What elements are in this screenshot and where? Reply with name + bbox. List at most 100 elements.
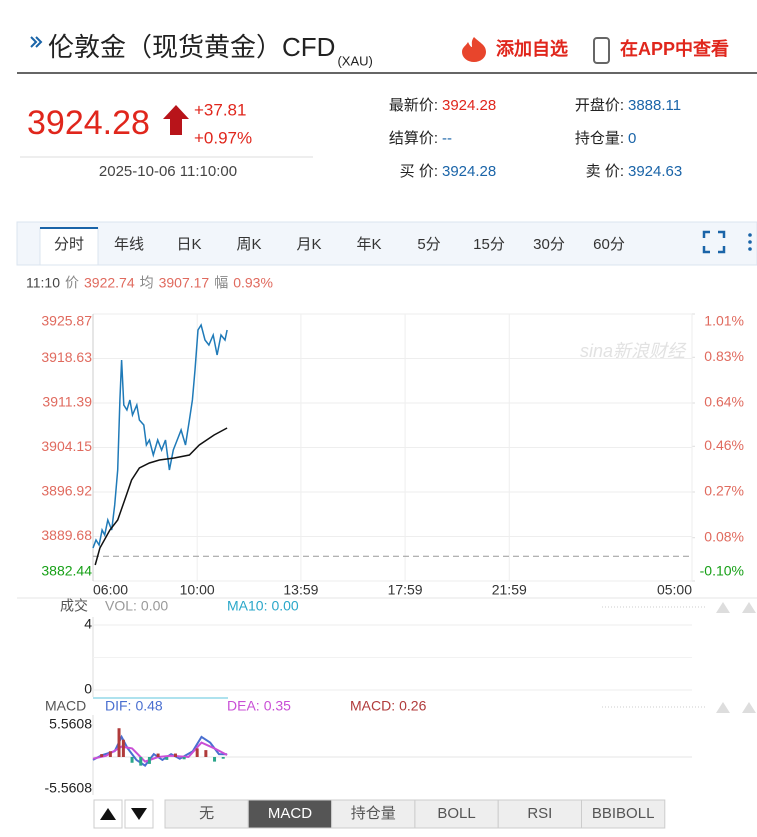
price-change: +37.81 bbox=[194, 100, 246, 119]
y-tick-label: 3904.15 bbox=[41, 438, 92, 454]
y2-tick-label: 0.08% bbox=[704, 528, 744, 544]
info-text: 3907.17 bbox=[159, 275, 210, 291]
macd-bar bbox=[173, 753, 177, 757]
add-watchlist[interactable]: 添加自选 bbox=[496, 38, 568, 59]
up-glyph bbox=[100, 808, 116, 820]
title-icon bbox=[30, 36, 43, 48]
field-label: 最新价: bbox=[389, 97, 438, 114]
x-tick-label: 05:00 bbox=[657, 582, 692, 598]
field-value: 3888.11 bbox=[628, 97, 681, 114]
indicator-tab[interactable] bbox=[581, 799, 666, 829]
tab[interactable]: 60分 bbox=[593, 236, 625, 253]
y2-tick-label: 1.01% bbox=[704, 313, 744, 329]
legend-value: 0.48 bbox=[135, 698, 162, 714]
up-arrow bbox=[163, 105, 189, 135]
tab[interactable]: 年线 bbox=[114, 236, 144, 253]
instrument-code: (XAU) bbox=[337, 53, 372, 68]
tab-selected bbox=[39, 227, 99, 266]
indicator-tab-label[interactable]: 无 bbox=[199, 805, 214, 822]
x-tick-label: 21:59 bbox=[492, 582, 527, 598]
field-value: 0 bbox=[628, 130, 636, 147]
macd-bar bbox=[156, 753, 160, 757]
field-value: -- bbox=[442, 130, 452, 147]
legend-name: DEA: bbox=[227, 698, 260, 714]
tab[interactable]: 周K bbox=[236, 236, 261, 253]
tab-bar bbox=[16, 221, 757, 266]
y2-tick-label: 0.27% bbox=[704, 483, 744, 499]
price-line bbox=[94, 427, 228, 566]
y-tick-label: 4 bbox=[84, 616, 92, 632]
down-glyph bbox=[131, 808, 147, 820]
y-tick-label: 5.5608 bbox=[49, 716, 92, 732]
indicator-tab-label[interactable]: BOLL bbox=[437, 805, 475, 822]
y-tick-label: 3896.92 bbox=[41, 483, 92, 499]
tab[interactable]: 日K bbox=[176, 236, 201, 253]
field-value: 3924.28 bbox=[442, 97, 496, 114]
legend-name: MACD: bbox=[350, 698, 395, 714]
legend-name: MA10: bbox=[227, 598, 267, 614]
price-line bbox=[92, 323, 228, 549]
tab[interactable]: 年K bbox=[356, 236, 381, 253]
y-tick-label: 3882.44 bbox=[41, 563, 92, 579]
tab[interactable]: 15分 bbox=[473, 236, 505, 253]
y2-tick-label: 0.46% bbox=[704, 437, 744, 453]
phone-icon[interactable] bbox=[593, 37, 610, 64]
indicator-tab-label[interactable]: BBIBOLL bbox=[592, 805, 655, 822]
info-text: 3922.74 bbox=[84, 275, 135, 291]
y-tick-label: 0 bbox=[84, 681, 92, 697]
legend-value: 0.35 bbox=[264, 698, 291, 714]
y2-tick-label: 0.83% bbox=[704, 348, 744, 364]
legend-value: 0.00 bbox=[271, 598, 298, 614]
macd-bar bbox=[213, 757, 217, 762]
macd-bar bbox=[130, 757, 134, 763]
y-tick-label: 3925.87 bbox=[41, 313, 92, 329]
field-value: 3924.63 bbox=[628, 163, 682, 180]
panel-title: 成交 bbox=[60, 598, 88, 614]
indicator-tab[interactable] bbox=[164, 799, 249, 829]
field-label: 结算价: bbox=[389, 129, 438, 147]
tab[interactable]: 月K bbox=[296, 236, 321, 253]
legend-name: VOL: bbox=[105, 598, 137, 614]
macd-bar bbox=[108, 751, 112, 757]
legend-value: 0.26 bbox=[399, 698, 426, 714]
indicator-tab-label[interactable]: 持仓量 bbox=[351, 805, 396, 822]
last-price: 3924.28 bbox=[27, 104, 150, 142]
macd-bar bbox=[100, 754, 104, 757]
info-text: 0.93% bbox=[233, 275, 273, 291]
price-change-pct: +0.97% bbox=[194, 128, 252, 147]
macd-bar bbox=[121, 739, 125, 757]
macd-bar bbox=[139, 757, 143, 766]
x-tick-label: 06:00 bbox=[93, 582, 128, 598]
info-text: 11:10 bbox=[26, 275, 60, 291]
macd-bar bbox=[117, 728, 121, 757]
macd-bar bbox=[204, 750, 208, 757]
y2-tick-label: 0.64% bbox=[704, 394, 744, 410]
info-text: 幅 bbox=[214, 275, 228, 291]
field-label: 开盘价: bbox=[575, 96, 624, 114]
x-tick-label: 13:59 bbox=[283, 582, 318, 598]
tab[interactable]: 分时 bbox=[54, 236, 84, 253]
quote-time: 2025-10-06 11:10:00 bbox=[99, 163, 237, 180]
panel-title: MACD bbox=[45, 698, 86, 714]
y-tick-label: 3911.39 bbox=[42, 394, 92, 410]
indicator-tab[interactable] bbox=[497, 799, 583, 829]
tab[interactable]: 30分 bbox=[533, 236, 565, 253]
macd-bar bbox=[165, 757, 169, 760]
watermark: sina新浪财经 bbox=[580, 341, 687, 361]
fullscreen-icon[interactable] bbox=[702, 230, 726, 254]
indicator-tab-label[interactable]: RSI bbox=[527, 805, 552, 822]
flame-icon[interactable] bbox=[462, 37, 486, 62]
y-tick-label: 3889.68 bbox=[41, 527, 92, 543]
field-label: 卖 价: bbox=[586, 163, 624, 180]
more-icon[interactable] bbox=[748, 233, 752, 251]
legend-name: DIF: bbox=[105, 698, 131, 714]
indicator-tab[interactable] bbox=[247, 799, 333, 829]
tab[interactable]: 5分 bbox=[417, 236, 440, 253]
indicator-tab-label[interactable]: MACD bbox=[268, 805, 312, 822]
macd-bar bbox=[221, 757, 225, 759]
legend-value: 0.00 bbox=[141, 598, 168, 614]
y-tick-label: 3918.63 bbox=[41, 349, 92, 365]
y2-tick-label: -0.10% bbox=[700, 563, 744, 579]
open-in-app[interactable]: 在APP中查看 bbox=[620, 38, 729, 59]
